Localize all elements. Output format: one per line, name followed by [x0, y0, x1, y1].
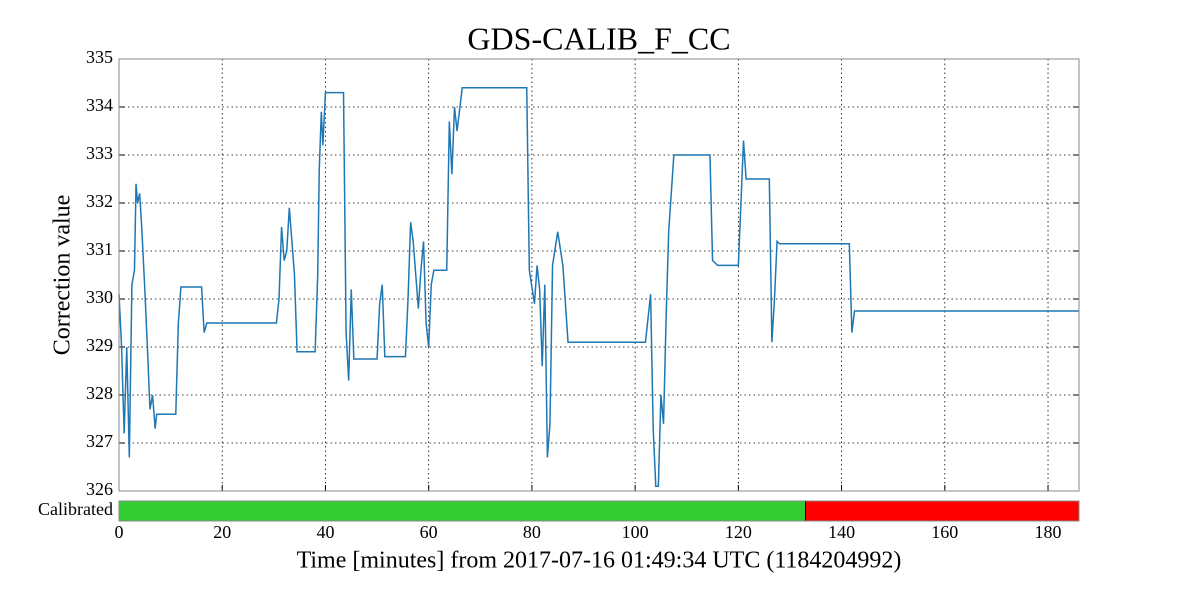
- y-tick-label: 332: [86, 191, 113, 211]
- chart-title: GDS-CALIB_F_CC: [467, 20, 730, 56]
- x-tick-label: 120: [725, 522, 752, 542]
- y-tick-label: 333: [86, 143, 113, 163]
- segment-frame: [118, 500, 1080, 522]
- y-axis-label: Correction value: [50, 195, 76, 356]
- x-axis-label: Time [minutes] from 2017-07-16 01:49:34 …: [297, 548, 902, 574]
- x-tick-label: 100: [622, 522, 649, 542]
- x-tick-label: 20: [213, 522, 231, 542]
- y-tick-label: 335: [86, 47, 113, 67]
- segment-label: Calibrated: [38, 499, 113, 519]
- segment: [805, 500, 1080, 522]
- x-tick-label: 0: [115, 522, 124, 542]
- y-tick-label: 331: [86, 239, 113, 259]
- segment: [118, 500, 806, 522]
- y-tick-label: 334: [86, 95, 113, 115]
- x-tick-label: 140: [828, 522, 855, 542]
- y-tick-label: 329: [86, 335, 113, 355]
- data-line: [118, 87, 1079, 487]
- x-tick-label: 180: [1035, 522, 1062, 542]
- y-tick-label: 328: [86, 383, 113, 403]
- y-tick-label: 330: [86, 287, 113, 307]
- x-tick-label: 60: [420, 522, 438, 542]
- x-tick-label: 160: [931, 522, 958, 542]
- x-tick-label: 40: [316, 522, 334, 542]
- y-tick-label: 327: [86, 431, 113, 451]
- plot-frame: [118, 58, 1080, 492]
- x-tick-label: 80: [523, 522, 541, 542]
- y-tick-label: 326: [86, 479, 113, 499]
